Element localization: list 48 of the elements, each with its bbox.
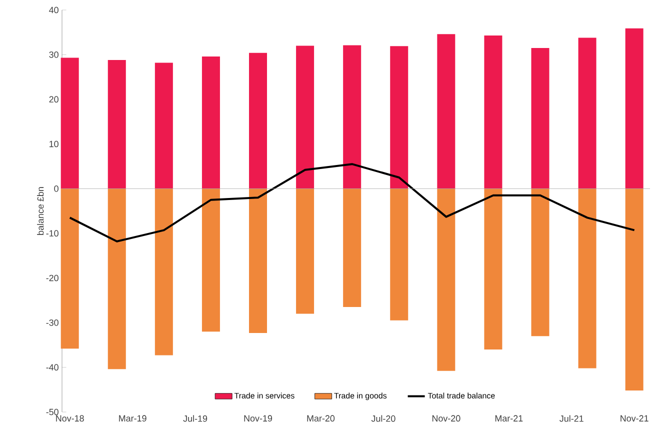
- bar: [296, 46, 314, 189]
- bar: [437, 34, 456, 189]
- y-tick-label: -10: [46, 230, 58, 237]
- y-tick-label: 20: [49, 96, 58, 103]
- x-tick-label: Nov-21: [620, 415, 648, 422]
- y-tick-label: -20: [46, 274, 58, 282]
- bar: [249, 188, 268, 333]
- x-tick-label: Nov-20: [432, 415, 460, 422]
- x-tick-label: Nov-19: [244, 415, 272, 422]
- bar: [202, 56, 220, 189]
- x-tick-label: Jul-21: [560, 415, 584, 422]
- bar: [60, 188, 79, 349]
- bar: [108, 60, 126, 189]
- bar: [108, 188, 126, 370]
- bar: [202, 188, 220, 332]
- y-tick-label: -30: [46, 319, 58, 326]
- bar: [343, 188, 362, 308]
- y-tick-label: 30: [49, 51, 58, 58]
- bar: [390, 188, 408, 320]
- bar: [437, 188, 456, 371]
- x-tick-label: Mar-19: [119, 415, 146, 422]
- x-tick-label: Jul-19: [183, 415, 208, 422]
- bar: [296, 188, 314, 314]
- x-tick-label: Mar-21: [495, 415, 523, 422]
- x-tick-label: Mar-20: [307, 415, 335, 422]
- bar: [154, 62, 173, 189]
- y-axis-title: balance £bn: [37, 187, 44, 235]
- bar: [249, 52, 268, 189]
- bar: [60, 58, 79, 189]
- y-tick-label: -40: [46, 364, 58, 371]
- y-tick-label: -50: [46, 408, 58, 416]
- bar: [154, 188, 173, 356]
- bar: [484, 188, 502, 350]
- bar: [578, 38, 596, 189]
- y-tick-label: 10: [50, 140, 58, 148]
- bar: [343, 45, 362, 189]
- bar: [578, 188, 596, 368]
- bar: [484, 35, 502, 189]
- y-tick-label: 40: [49, 6, 58, 14]
- bar: [390, 46, 408, 189]
- bar: [625, 188, 644, 391]
- x-tick-label: Nov-18: [56, 415, 84, 422]
- bar: [625, 28, 644, 189]
- y-tick-label: 0: [54, 185, 58, 192]
- x-tick-label: Jul-20: [371, 415, 396, 422]
- bar: [531, 48, 550, 189]
- bar: [531, 188, 550, 336]
- line-series: [68, 163, 636, 242]
